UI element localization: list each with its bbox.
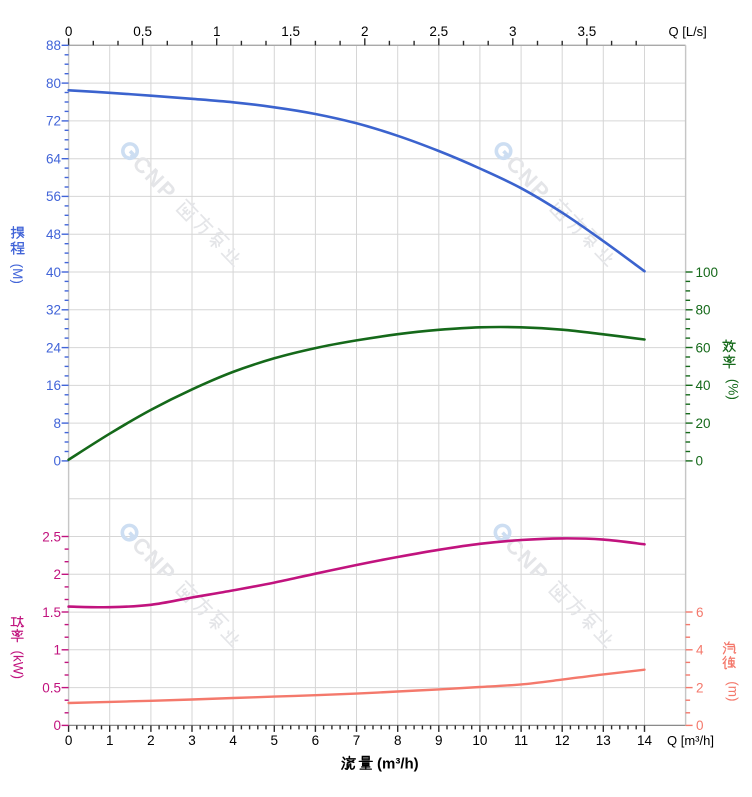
svg-text:8: 8 [53, 416, 61, 431]
svg-text:(%): (%) [725, 379, 740, 400]
svg-text:1: 1 [213, 24, 221, 39]
svg-text:2.5: 2.5 [429, 24, 448, 39]
svg-text:11: 11 [514, 733, 528, 748]
svg-text:13: 13 [596, 733, 611, 748]
svg-text:80: 80 [696, 303, 711, 318]
svg-text:14: 14 [637, 733, 653, 748]
svg-text:(M): (M) [10, 264, 25, 284]
svg-text:5: 5 [271, 733, 279, 748]
svg-text:32: 32 [46, 303, 61, 318]
svg-text:24: 24 [46, 340, 62, 355]
svg-text:0: 0 [696, 718, 704, 733]
svg-text:40: 40 [46, 265, 61, 280]
svg-text:2: 2 [147, 733, 155, 748]
svg-text:0: 0 [65, 733, 73, 748]
svg-text:1.5: 1.5 [281, 24, 300, 39]
svg-text:2: 2 [696, 680, 704, 695]
svg-text:10: 10 [472, 733, 487, 748]
svg-text:9: 9 [435, 733, 443, 748]
svg-text:(kW): (kW) [11, 651, 26, 679]
svg-text:100: 100 [696, 265, 719, 280]
svg-text:16: 16 [46, 378, 61, 393]
svg-text:0: 0 [696, 454, 704, 469]
svg-text:7: 7 [353, 733, 361, 748]
svg-text:72: 72 [46, 114, 61, 129]
svg-text:(m): (m) [725, 681, 740, 701]
svg-text:0: 0 [65, 24, 73, 39]
svg-text:60: 60 [696, 340, 711, 355]
svg-text:2: 2 [361, 24, 369, 39]
svg-text:20: 20 [696, 416, 711, 431]
svg-text:Q [L/s]: Q [L/s] [669, 24, 707, 39]
svg-text:1: 1 [53, 643, 61, 658]
svg-text:Q [m³/h]: Q [m³/h] [667, 733, 714, 748]
svg-text:48: 48 [46, 227, 61, 242]
svg-text:4: 4 [696, 643, 704, 658]
svg-text:4: 4 [229, 733, 237, 748]
svg-text:0.5: 0.5 [42, 680, 61, 695]
svg-text:3.5: 3.5 [578, 24, 597, 39]
svg-text:88: 88 [46, 38, 61, 53]
svg-text:56: 56 [46, 189, 61, 204]
svg-text:40: 40 [696, 378, 711, 393]
svg-text:80: 80 [46, 76, 61, 91]
svg-text:1.5: 1.5 [42, 605, 61, 620]
svg-text:1: 1 [106, 733, 114, 748]
svg-text:0: 0 [53, 454, 61, 469]
svg-text:(m³/h): (m³/h) [377, 756, 419, 773]
svg-text:64: 64 [46, 152, 62, 167]
svg-text:3: 3 [188, 733, 196, 748]
svg-text:6: 6 [312, 733, 320, 748]
svg-text:0.5: 0.5 [133, 24, 152, 39]
svg-text:2.5: 2.5 [42, 529, 61, 544]
svg-text:0: 0 [53, 718, 61, 733]
svg-text:3: 3 [509, 24, 517, 39]
svg-text:8: 8 [394, 733, 402, 748]
svg-text:2: 2 [53, 567, 61, 582]
svg-text:6: 6 [696, 605, 704, 620]
svg-text:12: 12 [555, 733, 570, 748]
